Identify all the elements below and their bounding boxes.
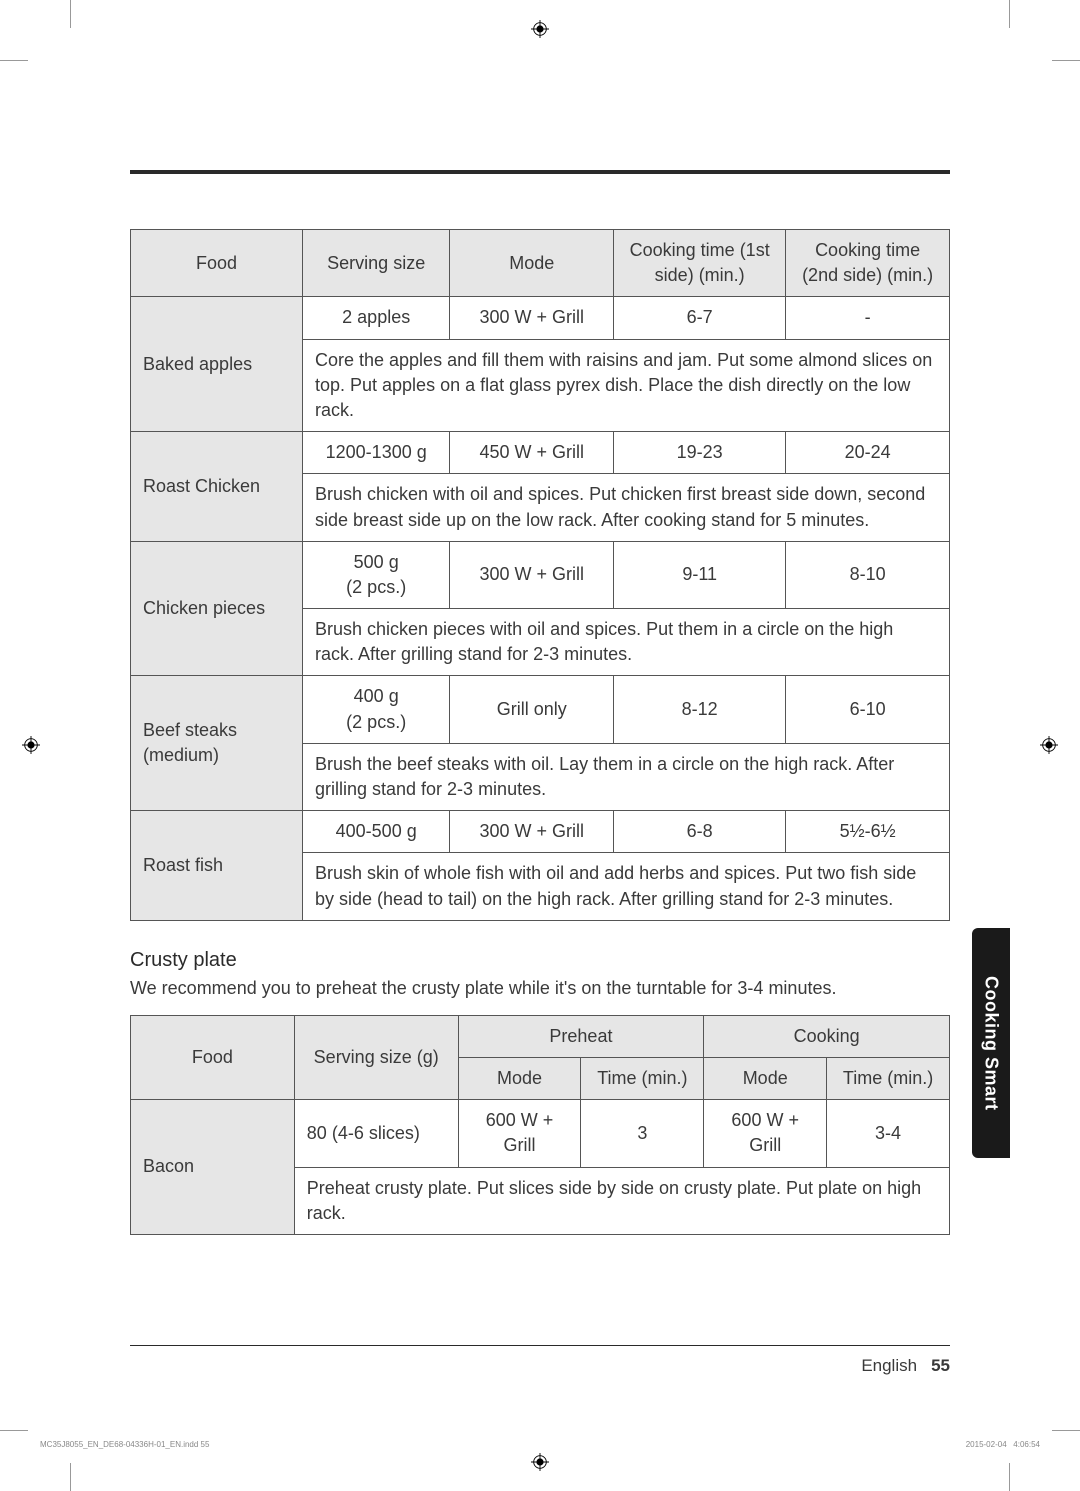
food-cell: Roast fish <box>131 811 303 921</box>
note-cell: Preheat crusty plate. Put slices side by… <box>294 1167 949 1234</box>
cook-mode-cell: 600 W + Grill <box>704 1100 827 1167</box>
serving-cell: 400-500 g <box>302 811 449 853</box>
preheat-mode-cell: 600 W + Grill <box>458 1100 581 1167</box>
note-cell: Core the apples and fill them with raisi… <box>302 339 949 432</box>
serving-cell: 400 g (2 pcs.) <box>302 676 449 743</box>
th-time2: Cooking time (2nd side) (min.) <box>786 230 950 297</box>
table-row: Baked apples 2 apples 300 W + Grill 6-7 … <box>131 297 950 339</box>
mode-cell: 300 W + Grill <box>450 811 614 853</box>
food-cell: Baked apples <box>131 297 303 432</box>
mode-cell: 300 W + Grill <box>450 541 614 608</box>
time1-cell: 9-11 <box>614 541 786 608</box>
table-header-row: Food Serving size (g) Preheat Cooking <box>131 1015 950 1057</box>
food-cell: Beef steaks (medium) <box>131 676 303 811</box>
serving-cell: 2 apples <box>302 297 449 339</box>
table-row: Bacon 80 (4-6 slices) 600 W + Grill 3 60… <box>131 1100 950 1167</box>
footer-page: 55 <box>931 1356 950 1376</box>
crusty-plate-heading: Crusty plate <box>130 949 950 972</box>
th-mode: Mode <box>704 1057 827 1099</box>
imprint-left: MC35J8055_EN_DE68-04336H-01_EN.indd 55 <box>40 1440 209 1449</box>
top-rule <box>130 170 950 174</box>
note-cell: Brush skin of whole fish with oil and ad… <box>302 853 949 920</box>
table-row: Roast fish 400-500 g 300 W + Grill 6-8 5… <box>131 811 950 853</box>
crop-line <box>70 0 71 28</box>
th-food: Food <box>131 1015 295 1099</box>
registration-mark-top <box>531 20 549 38</box>
crop-line <box>0 60 28 61</box>
time1-cell: 6-8 <box>614 811 786 853</box>
crop-line <box>1052 1430 1080 1431</box>
food-cell: Bacon <box>131 1100 295 1235</box>
th-mode: Mode <box>450 230 614 297</box>
footer-lang: English <box>861 1356 917 1376</box>
time1-cell: 8-12 <box>614 676 786 743</box>
page-footer: English 55 <box>130 1345 950 1376</box>
crop-line <box>1009 0 1010 28</box>
food-cell: Chicken pieces <box>131 541 303 676</box>
registration-mark-bottom <box>531 1453 549 1471</box>
section-tab: Cooking Smart <box>972 928 1010 1158</box>
serving-cell: 80 (4-6 slices) <box>294 1100 458 1167</box>
registration-mark-left <box>22 736 40 754</box>
crop-line <box>0 1430 28 1431</box>
time2-cell: 5½-6½ <box>786 811 950 853</box>
time1-cell: 19-23 <box>614 432 786 474</box>
table-row: Beef steaks (medium) 400 g (2 pcs.) Gril… <box>131 676 950 743</box>
cook-time-cell: 3-4 <box>827 1100 950 1167</box>
grill-table: Food Serving size Mode Cooking time (1st… <box>130 229 950 921</box>
note-cell: Brush the beef steaks with oil. Lay them… <box>302 743 949 810</box>
preheat-time-cell: 3 <box>581 1100 704 1167</box>
time2-cell: 20-24 <box>786 432 950 474</box>
th-mode: Mode <box>458 1057 581 1099</box>
imprint-right: 2015-02-04 4:06:54 <box>966 1440 1040 1449</box>
th-time1: Cooking time (1st side) (min.) <box>614 230 786 297</box>
section-tab-label: Cooking Smart <box>981 976 1002 1111</box>
crop-line <box>1052 60 1080 61</box>
th-serving: Serving size (g) <box>294 1015 458 1099</box>
table-header-row: Food Serving size Mode Cooking time (1st… <box>131 230 950 297</box>
table-row: Roast Chicken 1200-1300 g 450 W + Grill … <box>131 432 950 474</box>
time2-cell: - <box>786 297 950 339</box>
th-time: Time (min.) <box>827 1057 950 1099</box>
time2-cell: 6-10 <box>786 676 950 743</box>
table-row: Chicken pieces 500 g (2 pcs.) 300 W + Gr… <box>131 541 950 608</box>
crusty-plate-sub: We recommend you to preheat the crusty p… <box>130 978 950 999</box>
time1-cell: 6-7 <box>614 297 786 339</box>
crop-line <box>70 1463 71 1491</box>
th-food: Food <box>131 230 303 297</box>
th-time: Time (min.) <box>581 1057 704 1099</box>
th-serving: Serving size <box>302 230 449 297</box>
th-preheat: Preheat <box>458 1015 704 1057</box>
serving-cell: 1200-1300 g <box>302 432 449 474</box>
serving-cell: 500 g (2 pcs.) <box>302 541 449 608</box>
registration-mark-right <box>1040 736 1058 754</box>
crop-line <box>1009 1463 1010 1491</box>
mode-cell: 300 W + Grill <box>450 297 614 339</box>
mode-cell: Grill only <box>450 676 614 743</box>
page-content: Food Serving size Mode Cooking time (1st… <box>130 170 950 1235</box>
th-cooking: Cooking <box>704 1015 950 1057</box>
food-cell: Roast Chicken <box>131 432 303 542</box>
mode-cell: 450 W + Grill <box>450 432 614 474</box>
note-cell: Brush chicken pieces with oil and spices… <box>302 609 949 676</box>
crusty-table: Food Serving size (g) Preheat Cooking Mo… <box>130 1015 950 1235</box>
note-cell: Brush chicken with oil and spices. Put c… <box>302 474 949 541</box>
time2-cell: 8-10 <box>786 541 950 608</box>
